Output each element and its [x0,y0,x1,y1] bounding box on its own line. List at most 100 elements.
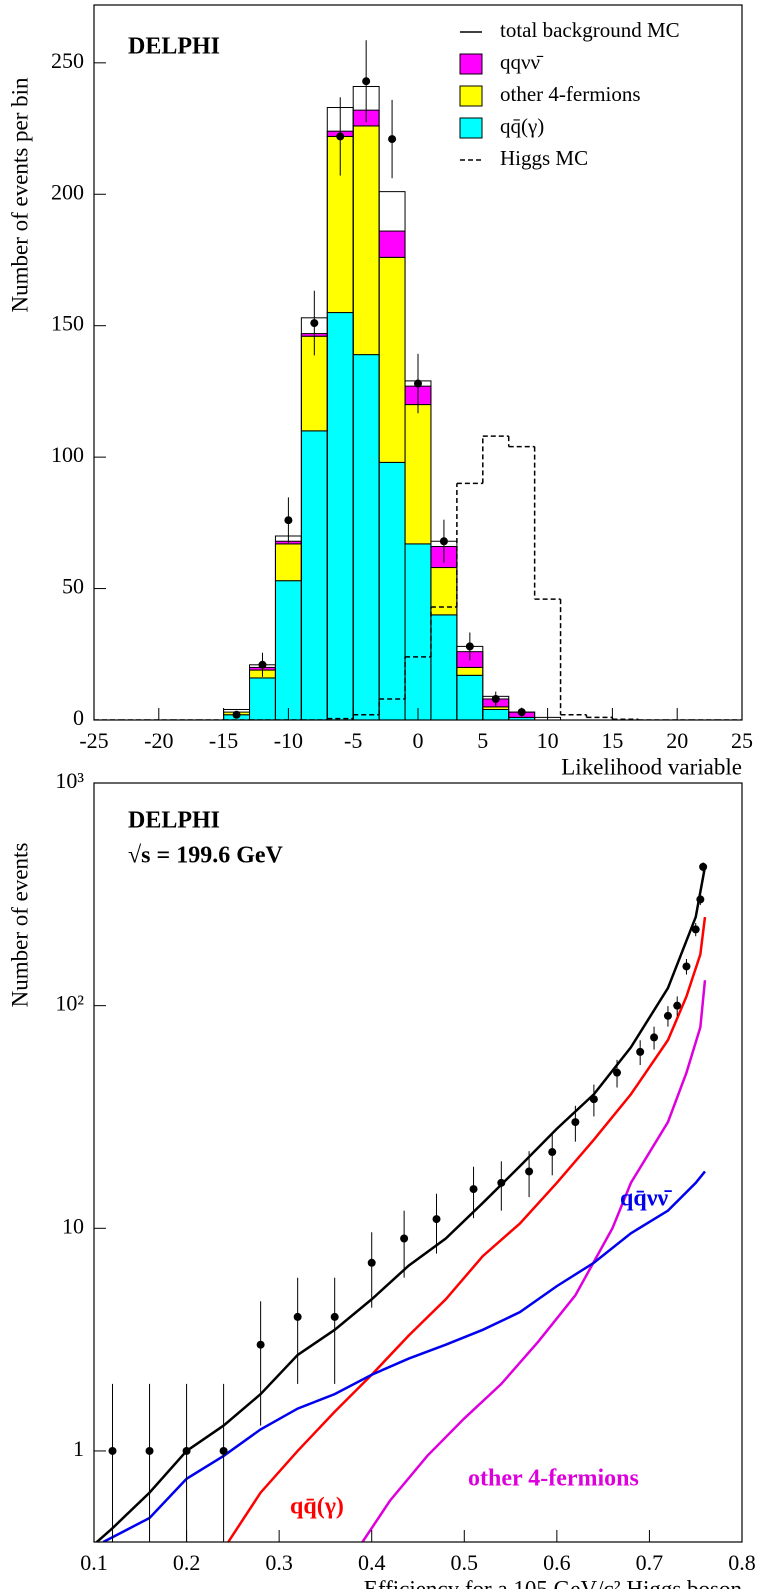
legend-swatch [459,85,483,107]
annotation: √s = 199.6 GeV [128,843,284,869]
x-tick-label: 0.6 [543,1550,571,1575]
legend-label: qq̄(γ) [500,114,544,138]
y-tick-label: 200 [51,179,84,204]
bar-segment [249,677,276,720]
legend-label: qqνν̄ [500,50,544,74]
y-tick-label: 10² [55,991,84,1016]
annotation: DELPHI [128,34,220,60]
data-point [284,516,293,525]
bar-segment [352,354,380,720]
data-point [400,1234,409,1243]
x-tick-label: 0.5 [451,1550,479,1575]
annotation: DELPHI [128,808,220,834]
y-tick-label: 10³ [55,768,84,793]
series-line [102,1170,706,1542]
data-point [432,1215,441,1224]
data-point [636,1047,645,1056]
data-point [682,962,691,971]
bar-segment [274,580,302,720]
data-point [673,1001,682,1010]
data-point [439,537,448,546]
y-tick-label: 50 [62,574,84,599]
bar-segment [430,567,458,616]
bar-segment [300,430,328,720]
x-tick-label: 20 [666,728,688,753]
plot-area [94,40,742,720]
data-point [663,1011,672,1020]
bar-segment [404,404,432,545]
data-point [414,379,422,388]
bar-segment [404,543,432,720]
bar-segment [274,543,302,582]
x-tick-label: 10 [537,728,559,753]
data-point [696,895,705,904]
series-line [227,916,707,1542]
y-tick-label: 1 [73,1436,84,1461]
x-tick-label: -20 [144,728,173,753]
data-point [182,1446,191,1455]
data-point [219,1446,228,1455]
y-tick-label: 100 [51,442,84,467]
data-point [589,1095,598,1104]
data-point [691,925,700,934]
data-point [548,1148,557,1157]
data-point [525,1167,534,1176]
y-tick-label: 10 [62,1213,84,1238]
series-label: qq̄(γ) [290,1494,344,1520]
legend-swatch [459,117,483,139]
y-axis-label: Number of events [7,843,32,1008]
legend-label: total background MC [500,18,680,42]
bar-segment [456,674,484,720]
data-point [256,1340,265,1349]
bar-segment [482,708,510,720]
x-tick-label: -15 [209,728,238,753]
x-tick-label: 0.7 [636,1550,664,1575]
x-axis-label: Likelihood variable [561,754,742,779]
data-point [469,1185,478,1194]
x-tick-label: 5 [477,728,488,753]
legend-label: other 4-fermions [500,82,641,106]
data-point [491,694,500,703]
x-tick-label: -10 [274,728,303,753]
bar-segment [352,125,380,356]
data-point [613,1068,622,1077]
plot-area [94,862,708,1542]
x-tick-label: 25 [731,728,753,753]
data-point [310,319,319,328]
data-point [367,1258,376,1267]
x-tick-label: -5 [344,728,362,753]
x-tick-label: 15 [601,728,623,753]
y-axis-label: Number of events per bin [7,77,32,313]
bar-segment [326,312,354,720]
x-tick-label: 0.8 [728,1550,756,1575]
bar-segment [378,461,406,720]
series-line [361,980,707,1542]
series-label: other 4-fermions [468,1466,639,1492]
data-point [465,642,474,651]
x-tick-label: -25 [79,728,108,753]
bar-segment [456,666,484,676]
data-point [517,708,526,717]
data-point [362,77,371,86]
data-point [497,1178,506,1187]
series-line [94,866,707,1542]
x-tick-label: 0 [413,728,424,753]
data-point [232,710,241,719]
plot-frame [93,782,743,1543]
bar-segment [378,256,406,463]
x-axis-label: Efficiency for a 105 GeV/c² Higgs boson [364,1576,743,1589]
data-point [293,1312,302,1321]
legend-label: Higgs MC [500,146,588,170]
data-point [258,660,267,669]
data-point [699,862,708,871]
x-tick-label: 0.3 [265,1550,293,1575]
data-point [145,1446,154,1455]
data-point [388,135,397,144]
series-label: qq̄νν̄ [620,1186,672,1212]
data-point [571,1118,580,1127]
data-point [650,1033,659,1042]
y-tick-label: 150 [51,311,84,336]
y-tick-label: 250 [51,48,84,73]
legend-swatch [459,53,483,75]
